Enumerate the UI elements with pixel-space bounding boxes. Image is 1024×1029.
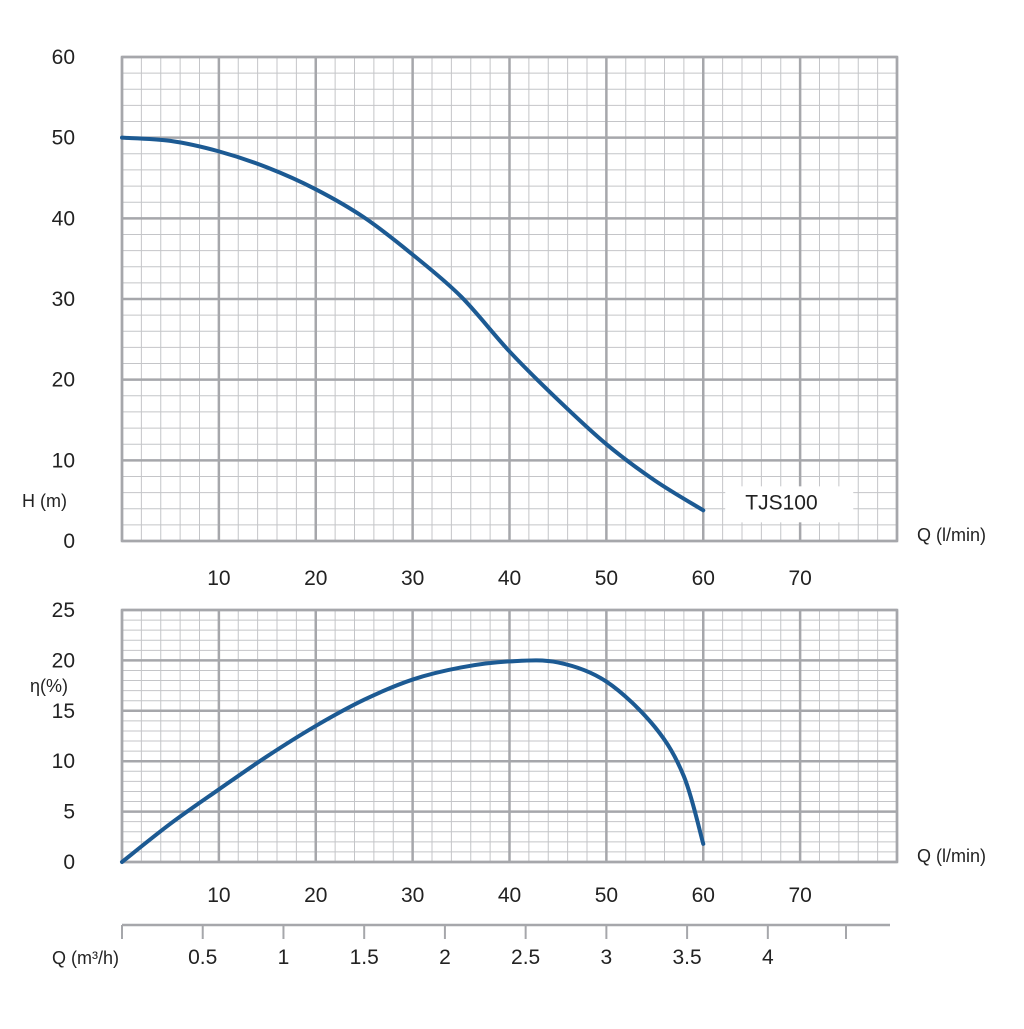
x-tick-label: 20 xyxy=(304,567,327,590)
secondary-axis-tick-label: 2 xyxy=(439,946,451,969)
x-tick-label: 60 xyxy=(692,567,715,590)
series-label: TJS100 xyxy=(745,491,817,514)
y-tick-label: 40 xyxy=(52,207,75,230)
x-tick-label: 50 xyxy=(595,884,618,907)
y-tick-label: 30 xyxy=(52,288,75,311)
secondary-axis-tick-label: 4 xyxy=(762,946,774,969)
x-tick-label: 70 xyxy=(788,884,811,907)
head-curve xyxy=(120,135,706,513)
x-tick-label: 50 xyxy=(595,567,618,590)
y-axis-label: η(%) xyxy=(30,676,68,696)
secondary-axis-tick-label: 3.5 xyxy=(673,946,702,969)
y-tick-label: 50 xyxy=(52,127,75,150)
efficiency-grid xyxy=(120,608,899,864)
y-tick-label: 0 xyxy=(63,530,75,553)
x-tick-label: 30 xyxy=(401,567,424,590)
secondary-axis-tick-label: 1.5 xyxy=(350,946,379,969)
y-tick-label: 15 xyxy=(52,700,75,723)
x-tick-label: 40 xyxy=(498,567,521,590)
y-tick-label: 20 xyxy=(52,649,75,672)
secondary-axis-tick-label: 1 xyxy=(278,946,290,969)
plot-frame xyxy=(120,608,899,864)
y-tick-label: 0 xyxy=(63,851,75,874)
secondary-axis: 0.5 1 1.5 2 2.5 3 3.5 4 Q (m³/h) xyxy=(52,923,890,969)
series-label-background xyxy=(725,486,854,523)
efficiency-panel: 0 5 10 15 20 25 10 20 30 40 50 60 70 η(%) Q (l/min) 0.5… xyxy=(30,599,986,969)
secondary-axis-tick-label: 2.5 xyxy=(511,946,540,969)
y-axis-label: H (m) xyxy=(22,491,67,511)
secondary-axis-tick-label: 0.5 xyxy=(188,946,217,969)
y-tick-label: 60 xyxy=(52,46,75,69)
plot-frame xyxy=(120,55,899,543)
head-grid xyxy=(120,55,899,543)
x-axis-label: Q (l/min) xyxy=(917,846,986,866)
x-tick-label: 30 xyxy=(401,884,424,907)
x-axis-label: Q (l/min) xyxy=(917,525,986,545)
x-tick-label: 70 xyxy=(788,567,811,590)
x-tick-label: 10 xyxy=(207,884,230,907)
efficiency-curve xyxy=(120,658,706,864)
x-tick-label: 20 xyxy=(304,884,327,907)
y-tick-label: 10 xyxy=(52,449,75,472)
x-tick-label: 10 xyxy=(207,567,230,590)
x-tick-label: 60 xyxy=(692,884,715,907)
y-tick-label: 20 xyxy=(52,369,75,392)
secondary-axis-label: Q (m³/h) xyxy=(52,948,119,968)
y-tick-label: 10 xyxy=(52,750,75,773)
y-tick-label: 25 xyxy=(52,599,75,622)
secondary-axis-tick-label: 3 xyxy=(601,946,613,969)
x-tick-label: 40 xyxy=(498,884,521,907)
y-tick-label: 5 xyxy=(63,801,75,824)
head-panel: 0 10 20 30 40 50 60 10 20 30 40 50 60 70 H (m) Q (l/min… xyxy=(22,46,986,590)
